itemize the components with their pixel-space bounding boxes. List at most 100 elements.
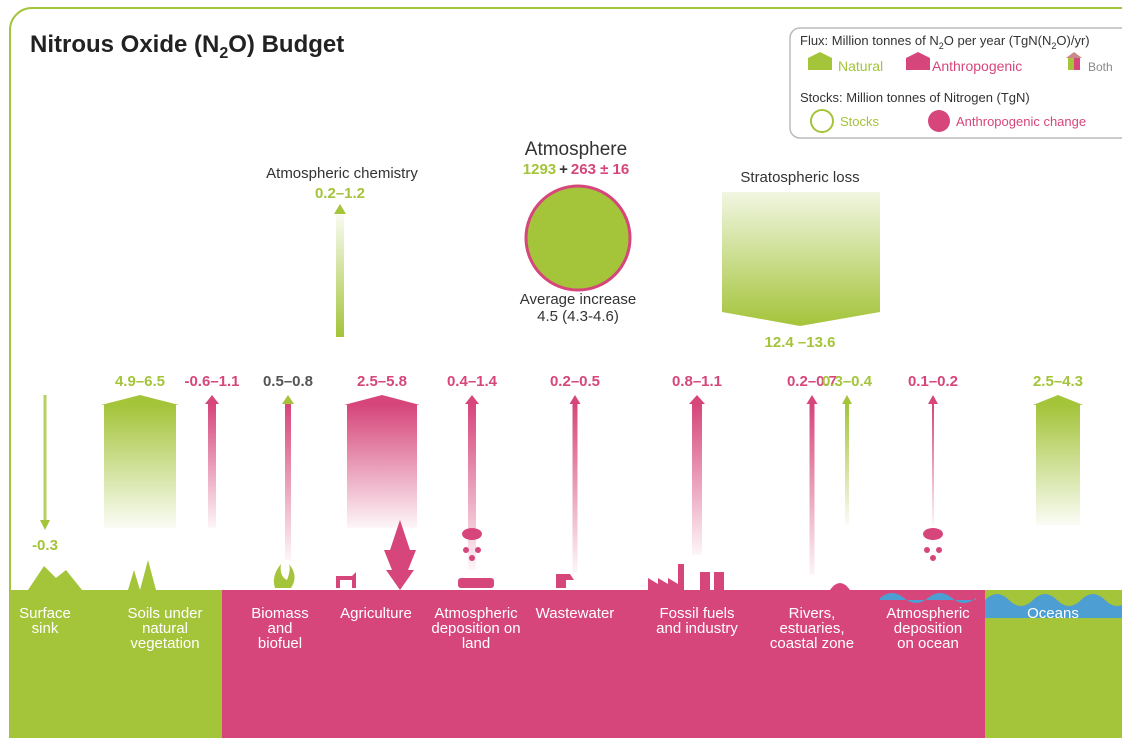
flux-arrow: [572, 404, 578, 572]
flux-arrowhead: [806, 395, 818, 404]
flux-arrow: [347, 405, 417, 528]
ground-label-line: land: [462, 635, 490, 652]
increase-value: 4.5 (4.3-4.6): [537, 308, 619, 325]
ground-label: Fossil fuels and industry: [656, 605, 738, 637]
flux-arrow: [208, 404, 216, 528]
legend-swatch: [808, 52, 832, 70]
icons: [336, 520, 943, 590]
flux-value: 0.8–1.1: [672, 373, 722, 390]
flux-arrowhead: [344, 395, 420, 405]
flux-value: 0.2–0.7: [787, 373, 837, 390]
flux-arrowhead: [465, 395, 479, 404]
ground-label: Oceans: [1027, 605, 1079, 622]
legend-anthropogenic-change: Anthropogenic change: [956, 114, 1086, 129]
ground-label-line: natural: [142, 620, 188, 637]
flux-arrowhead: [40, 520, 50, 530]
ground-label: Atmospheric deposition on land: [431, 605, 520, 652]
ground-anthropogenic: [222, 590, 985, 738]
legend-swatch: [810, 109, 834, 133]
flux-value: 0.4–1.4: [447, 373, 498, 390]
legend-swatch: [928, 110, 950, 132]
chemistry-label: Atmospheric chemistry: [266, 165, 418, 182]
atmosphere-stocks: 1293 +263 ± 16: [523, 161, 629, 178]
ground-label-line: Oceans: [1027, 605, 1079, 622]
ground-label-line: estuaries,: [779, 620, 844, 637]
flux-arrow: [104, 405, 176, 528]
flux-value: -0.3: [32, 537, 58, 554]
flux-arrowhead: [101, 395, 179, 405]
ground-label: Surface sink: [19, 605, 71, 637]
legend: Flux: Million tonnes of N2O per year (Tg…: [789, 27, 1122, 139]
flux-arrowhead: [205, 395, 219, 404]
chemistry-arrowhead: [334, 204, 346, 214]
increase-label: Average increase: [520, 291, 636, 308]
icons: [28, 560, 295, 590]
stratosphere-value: 12.4 –13.6: [765, 334, 836, 351]
frame: [9, 7, 1122, 738]
legend-stocks: Stocks: [840, 114, 880, 129]
flux-arrowhead: [569, 395, 581, 404]
chemistry: Atmospheric chemistry 0.2–1.2: [266, 165, 418, 337]
ground-label: Soils under natural vegetation: [127, 605, 202, 652]
atmosphere-circle: [524, 184, 632, 292]
ground-label-line: biofuel: [258, 635, 302, 652]
flux-value: -0.6–1.1: [184, 373, 239, 390]
ground-label-line: and industry: [656, 620, 738, 637]
ground-label: Wastewater: [536, 605, 615, 622]
chemistry-arrow: [336, 212, 344, 337]
ground-natural: [10, 590, 222, 738]
flux-value: 4.9–6.5: [115, 373, 165, 390]
ground-label-line: vegetation: [130, 635, 199, 652]
ground-label-line: Biomass: [251, 605, 309, 622]
ground-label-line: sink: [32, 620, 59, 637]
legend-natural: Natural: [838, 58, 883, 74]
stratosphere: Stratospheric loss 12.4 –13.6: [722, 169, 880, 351]
ground-label-line: Atmospheric: [886, 605, 970, 622]
flux-arrow: [845, 404, 849, 525]
legend-anthropogenic: Anthropogenic: [932, 58, 1022, 74]
flux-value: 2.5–5.8: [357, 373, 407, 390]
legend-both: Both: [1088, 60, 1113, 74]
legend-stocks-label: Stocks: Million tonnes of Nitrogen (TgN): [800, 90, 1030, 105]
ground-label-line: on ocean: [897, 635, 959, 652]
ground-label-line: Rivers,: [789, 605, 836, 622]
ground-label-line: coastal zone: [770, 635, 854, 652]
legend-flux-label: Flux: Million tonnes of N2O per year (Tg…: [800, 33, 1090, 51]
atmosphere-title: Atmosphere: [525, 139, 627, 160]
flux-arrow: [1036, 405, 1080, 525]
chemistry-value: 0.2–1.2: [315, 185, 365, 202]
ground-label-line: Atmospheric: [434, 605, 518, 622]
flux-arrowhead: [842, 395, 852, 404]
waves: [985, 594, 1122, 618]
flux-arrow: [932, 404, 934, 525]
ground-label-line: Wastewater: [536, 605, 615, 622]
stratosphere-label: Stratospheric loss: [740, 169, 859, 186]
ground-label: Biomass and biofuel: [251, 605, 309, 652]
ground-label-line: deposition: [894, 620, 962, 637]
flux-arrowhead: [928, 395, 938, 404]
flux-value: 0.5–0.8: [263, 373, 313, 390]
atmosphere: Atmosphere 1293 +263 ± 16 Average increas…: [520, 139, 636, 325]
flux-value: 2.5–4.3: [1033, 373, 1083, 390]
legend-box: [789, 27, 1122, 139]
flux-arrowhead: [689, 395, 705, 404]
ground-label: Agriculture: [340, 605, 412, 622]
flux-arrow: [285, 404, 291, 560]
flux-arrow: [809, 404, 815, 575]
ground-label-line: and: [267, 620, 292, 637]
ground-label-line: Fossil fuels: [659, 605, 734, 622]
ground-label-line: Agriculture: [340, 605, 412, 622]
flux-arrowhead: [282, 395, 294, 404]
ground-label-line: deposition on: [431, 620, 520, 637]
flux-arrowhead: [1033, 395, 1083, 405]
waves: [880, 593, 976, 603]
flux-arrow: [43, 395, 47, 522]
title: Nitrous Oxide (N2O) Budget: [30, 31, 344, 62]
flux-arrow: [468, 404, 476, 570]
ground-label-line: Surface: [19, 605, 71, 622]
legend-swatch: [906, 52, 930, 70]
stratosphere-arrow: [722, 192, 880, 326]
flux-value: 0.2–0.5: [550, 373, 600, 390]
ground-label: Atmospheric deposition on ocean: [886, 605, 970, 652]
